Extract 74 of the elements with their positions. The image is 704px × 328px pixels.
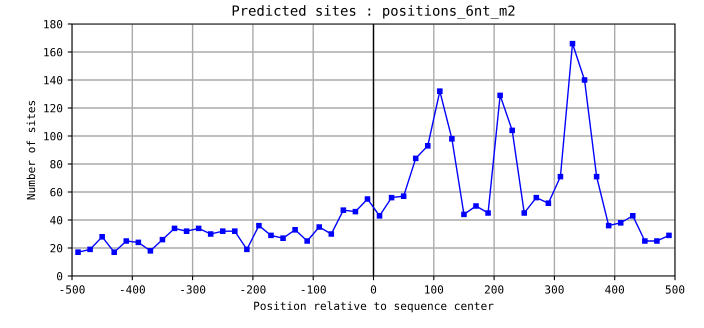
x-axis-title: Position relative to sequence center	[254, 301, 494, 312]
x-tick-label: -200	[241, 285, 266, 294]
point	[666, 232, 672, 238]
y-tick-label: 140	[44, 76, 62, 84]
y-tick-label: 60	[50, 188, 62, 196]
point	[364, 196, 370, 202]
point	[594, 174, 600, 180]
x-tick-label: 300	[545, 285, 564, 294]
point	[160, 236, 166, 242]
point	[196, 226, 202, 232]
point	[606, 222, 612, 228]
point	[582, 77, 588, 83]
point	[412, 156, 418, 162]
point	[642, 238, 648, 244]
chart-title: Predicted sites : positions_6nt_m2	[232, 5, 514, 19]
point	[220, 228, 226, 234]
x-tick-label: 200	[484, 285, 504, 294]
point	[304, 238, 310, 244]
point	[654, 238, 660, 244]
point	[461, 212, 467, 218]
point	[400, 193, 406, 199]
x-tick-label: 0	[370, 285, 376, 294]
x-tick-label: 400	[605, 285, 624, 294]
point	[111, 249, 117, 255]
point	[497, 92, 503, 98]
y-tick-label: 120	[44, 104, 62, 112]
point	[376, 213, 382, 219]
point	[352, 208, 358, 214]
y-tick-label: 180	[44, 20, 62, 28]
point	[328, 231, 334, 237]
point	[244, 246, 250, 252]
point	[208, 231, 214, 237]
point	[316, 224, 322, 230]
point	[172, 226, 178, 232]
point	[388, 194, 394, 200]
point	[558, 174, 564, 180]
point	[521, 210, 528, 216]
point	[75, 249, 81, 255]
y-tick-label: 20	[50, 244, 62, 252]
point	[148, 248, 154, 254]
point	[424, 143, 431, 149]
point	[99, 234, 105, 240]
x-tick-label: 500	[666, 285, 684, 294]
point	[123, 238, 130, 244]
x-tick-label: -300	[181, 285, 206, 294]
point	[546, 200, 552, 206]
point	[184, 228, 190, 234]
point	[570, 40, 576, 46]
point	[630, 213, 636, 219]
x-tick-label: -100	[302, 285, 326, 294]
x-tick-label: -400	[120, 285, 145, 294]
y-tick-label: 0	[57, 272, 62, 280]
x-tick-label: 100	[425, 285, 444, 294]
point	[509, 128, 515, 134]
point	[256, 222, 262, 228]
point	[534, 194, 540, 200]
point	[268, 232, 274, 238]
y-tick-label: 100	[44, 132, 62, 140]
y-axis-title: Number of sites	[26, 100, 36, 200]
point	[473, 203, 479, 209]
point	[87, 246, 93, 252]
point	[618, 220, 624, 226]
point	[437, 88, 443, 94]
y-tick-label: 80	[50, 160, 62, 168]
y-tick-label: 160	[44, 48, 62, 56]
point	[136, 240, 142, 246]
point	[449, 136, 455, 142]
point	[340, 207, 346, 213]
point	[292, 227, 298, 233]
point	[232, 228, 238, 234]
y-tick-label: 40	[50, 216, 62, 224]
point	[485, 210, 491, 216]
point	[280, 235, 286, 241]
x-tick-label: -500	[60, 285, 85, 294]
